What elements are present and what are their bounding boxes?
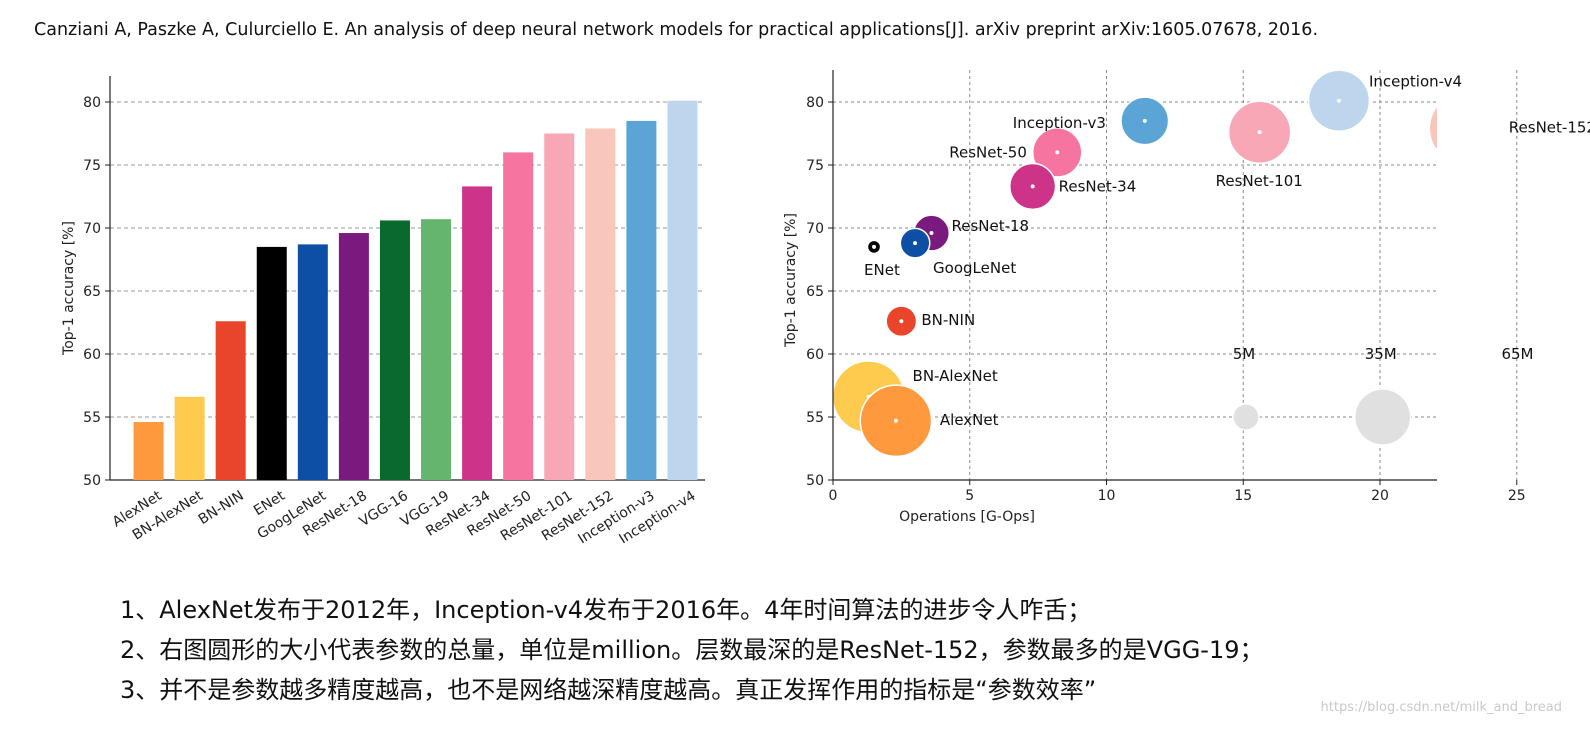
bubble-center bbox=[1055, 150, 1060, 155]
bubble-center bbox=[1142, 118, 1147, 123]
x-tick-label: 20 bbox=[1371, 488, 1389, 504]
bubble-label: ResNet-101 bbox=[1216, 172, 1303, 190]
bar bbox=[462, 186, 493, 481]
y-tick-label: 75 bbox=[83, 158, 101, 174]
y-tick-label: 60 bbox=[806, 347, 824, 363]
x-tick-label: 15 bbox=[1234, 488, 1252, 504]
size-legend-bubble bbox=[1354, 388, 1412, 446]
bubble-label: BN-NIN bbox=[921, 311, 975, 329]
y-tick-label: 55 bbox=[83, 410, 101, 426]
plot-area bbox=[833, 70, 1556, 458]
x-tick-label: 5 bbox=[965, 488, 974, 504]
bubble-label: ResNet-152 bbox=[1509, 118, 1590, 136]
y-tick-label: 55 bbox=[806, 410, 824, 426]
watermark: https://blog.csdn.net/milk_and_bread bbox=[1320, 700, 1562, 715]
y-axis-label: Top-1 accuracy [%] bbox=[61, 221, 77, 356]
y-tick-label: 50 bbox=[806, 473, 824, 489]
bubble-label: GoogLeNet bbox=[933, 259, 1016, 277]
note-line-2: 2、右图圆形的大小代表参数的总量，单位是million。层数最深的是ResNet… bbox=[120, 636, 1264, 664]
citation-text: Canziani A, Paszke A, Culurciello E. An … bbox=[34, 20, 1319, 40]
bar bbox=[174, 396, 205, 480]
bar bbox=[544, 133, 575, 480]
y-tick-label: 60 bbox=[83, 347, 101, 363]
size-legend-label: 5M bbox=[1233, 345, 1256, 363]
bubble-center bbox=[893, 418, 898, 423]
bar bbox=[585, 128, 616, 480]
bubble-label: BN-AlexNet bbox=[913, 367, 998, 385]
bar bbox=[297, 244, 328, 480]
note-line-3: 3、并不是参数越多精度越高，也不是网络越深精度越高。真正发挥作用的指标是“参数效… bbox=[120, 676, 1097, 704]
x-axis-label: Operations [G-Ops] bbox=[899, 509, 1035, 525]
y-tick-label: 70 bbox=[83, 221, 101, 237]
bar bbox=[256, 246, 287, 480]
x-tick-label: 0 bbox=[829, 488, 838, 504]
bubble-label: ResNet-18 bbox=[951, 217, 1029, 235]
bubble bbox=[1428, 105, 1437, 152]
bar bbox=[338, 233, 369, 480]
bubble-center bbox=[899, 319, 904, 324]
y-tick-label: 70 bbox=[806, 221, 824, 237]
bar bbox=[421, 219, 452, 480]
bar bbox=[503, 152, 534, 480]
notes-list: 1、AlexNet发布于2012年，Inception-v4发布于2016年。4… bbox=[120, 590, 1264, 710]
y-axis-label: Top-1 accuracy [%] bbox=[783, 213, 799, 348]
bubble-label: ENet bbox=[864, 261, 900, 279]
x-tick-label: 10 bbox=[1098, 488, 1116, 504]
y-tick-label: 50 bbox=[83, 473, 101, 489]
bubble-center bbox=[913, 241, 918, 246]
bubble-center bbox=[929, 231, 934, 236]
y-tick-label: 65 bbox=[806, 284, 824, 300]
x-tick-label: 25 bbox=[1508, 488, 1526, 504]
size-legend-label: 35M bbox=[1365, 345, 1397, 363]
bubble-center bbox=[1463, 126, 1467, 130]
y-tick-label: 80 bbox=[83, 95, 101, 111]
bubble-center bbox=[1257, 130, 1262, 135]
size-legend-label: 65M bbox=[1501, 345, 1533, 363]
y-tick-label: 80 bbox=[806, 95, 824, 111]
bar bbox=[133, 422, 164, 480]
bubble-center bbox=[872, 244, 877, 249]
bar bbox=[667, 100, 698, 481]
y-tick-label: 75 bbox=[806, 158, 824, 174]
bar bbox=[626, 120, 657, 481]
size-legend-bubble bbox=[1483, 380, 1556, 453]
bubble-label: Inception-v3 bbox=[1013, 114, 1106, 132]
bubble-label: Inception-v4 bbox=[1369, 73, 1462, 91]
bubble-center bbox=[1030, 184, 1035, 189]
bubble-label: ResNet-50 bbox=[949, 143, 1027, 161]
bubble-label: ResNet-34 bbox=[1059, 177, 1137, 195]
bubble-label: AlexNet bbox=[940, 411, 999, 429]
bar bbox=[379, 220, 410, 480]
bubble-chart-accuracy-vs-ops: 5055606570758005101520253035405M35M65M95… bbox=[783, 70, 1590, 525]
note-line-1: 1、AlexNet发布于2012年，Inception-v4发布于2016年。4… bbox=[120, 596, 1092, 624]
bubble-center bbox=[1336, 98, 1341, 103]
y-tick-label: 65 bbox=[83, 284, 101, 300]
size-legend-bubble bbox=[1232, 403, 1260, 431]
bar bbox=[215, 321, 246, 480]
